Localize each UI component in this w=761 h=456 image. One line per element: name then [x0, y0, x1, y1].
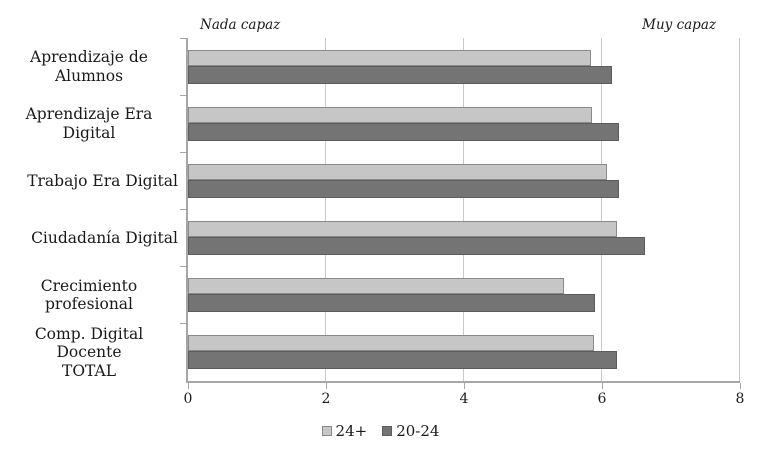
y-axis-tick	[180, 323, 186, 325]
category-label: Crecimiento profesional	[0, 267, 178, 324]
category-labels: Aprendizaje de Alumnos Aprendizaje Era Di…	[0, 38, 178, 381]
x-axis-tick-label: 2	[321, 391, 331, 407]
gridline-8	[739, 38, 740, 381]
x-axis-tick-labels: 0 2 4 6 8	[0, 391, 761, 411]
y-axis-tick	[180, 209, 186, 210]
bar-20-24	[188, 122, 620, 141]
gridline-4	[463, 38, 464, 381]
gridline-2	[325, 38, 326, 381]
x-axis-tick-label: 4	[459, 391, 469, 407]
category-label: Trabajo Era Digital	[0, 152, 178, 209]
legend-swatch-24+	[321, 426, 332, 436]
x-axis-tick-label: 0	[183, 391, 193, 407]
gridline-6	[601, 38, 602, 381]
bar-24+	[188, 278, 565, 295]
bar-20-24	[188, 179, 620, 198]
x-axis-tick-label: 6	[597, 391, 607, 407]
annotation-nada-capaz: Nada capaz	[200, 17, 281, 33]
y-axis-tick	[180, 94, 186, 96]
category-label: Aprendizaje Era Digital	[0, 95, 178, 152]
bar-20-24	[188, 294, 596, 313]
x-axis-tick	[187, 383, 189, 389]
legend-swatch-20-24	[382, 426, 393, 436]
legend-item-24+: 24+	[321, 422, 368, 440]
bar-20-24	[188, 65, 612, 84]
bar-24+	[188, 49, 591, 66]
category-label: Aprendizaje de Alumnos	[0, 38, 178, 95]
bar-24+	[188, 163, 607, 180]
category-label-text: Trabajo Era Digital	[27, 171, 178, 190]
plot-area	[180, 37, 741, 389]
category-label-text: Crecimiento profesional	[40, 276, 138, 314]
x-axis-tick	[601, 383, 603, 389]
annotation-muy-capaz: Muy capaz	[642, 17, 716, 33]
category-label-text: Ciudadanía Digital	[31, 228, 178, 247]
legend-item-20-24: 20-24	[382, 422, 439, 440]
x-axis-tick	[739, 383, 741, 389]
category-label-text: Aprendizaje de Alumnos	[30, 48, 148, 85]
bar-24+	[188, 221, 618, 238]
bar-20-24	[188, 351, 618, 370]
x-axis-tick	[325, 383, 327, 389]
y-axis-tick	[180, 266, 186, 268]
x-axis-tick	[463, 383, 465, 389]
category-label-text: Comp. Digital Docente TOTAL	[34, 324, 144, 380]
category-label-text: Aprendizaje Era Digital	[25, 105, 153, 142]
legend-label: 20-24	[396, 422, 440, 440]
y-axis-tick	[180, 37, 186, 39]
x-axis-tick-label: 8	[735, 391, 745, 407]
category-label: Ciudadanía Digital	[0, 210, 178, 267]
legend: 24+ 20-24	[0, 422, 761, 440]
category-label: Comp. Digital Docente TOTAL	[0, 324, 178, 381]
y-axis-tick	[180, 151, 186, 153]
bar-20-24	[188, 237, 646, 256]
bar-24+	[188, 335, 594, 352]
legend-label: 24+	[335, 422, 368, 440]
bar-24+	[188, 106, 592, 123]
